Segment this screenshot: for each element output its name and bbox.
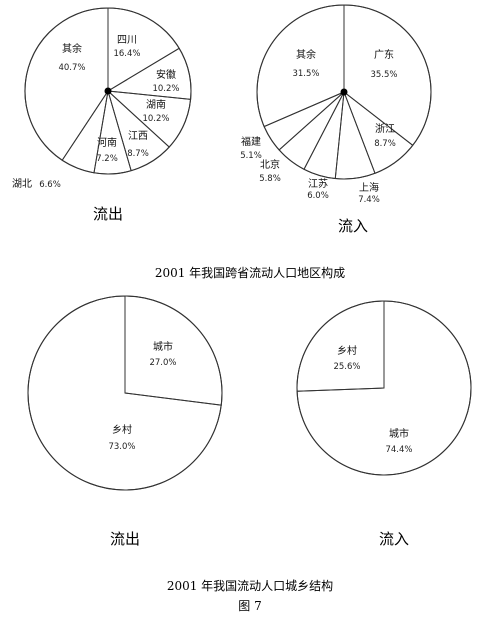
pie-title: 流出 <box>93 205 123 223</box>
pie-title: 流入 <box>379 530 409 548</box>
slice-label: 湖南 <box>146 98 166 111</box>
pie-title: 流入 <box>338 217 368 235</box>
slice-label: 福建 <box>241 135 261 148</box>
slice-value: 40.7% <box>58 63 85 73</box>
slice-value: 16.4% <box>113 49 140 59</box>
slice-label: 北京 <box>260 158 280 171</box>
slice-value: 8.7% <box>374 139 396 149</box>
pie-slice-0 <box>343 4 432 147</box>
pie-slice-6 <box>24 7 109 161</box>
slice-label: 其余 <box>296 48 316 61</box>
slice-value: 25.6% <box>333 362 360 372</box>
pie-slice-0 <box>124 295 223 406</box>
slice-label: 乡村 <box>112 423 132 436</box>
slice-value: 27.0% <box>149 358 176 368</box>
pie-slice-1 <box>296 300 472 476</box>
pie-slice-0 <box>107 7 180 92</box>
pie-title: 流出 <box>110 530 140 548</box>
pie-slice-0 <box>296 300 385 392</box>
slice-label: 其余 <box>62 42 82 55</box>
slice-value: 31.5% <box>292 69 319 79</box>
slice-label: 广东 <box>374 48 394 61</box>
slice-value: 8.7% <box>127 149 149 159</box>
slice-value: 10.2% <box>142 114 169 124</box>
caption-region: 2001 年我国跨省流动人口地区构成 <box>155 265 345 280</box>
slice-label: 江苏 <box>308 177 328 190</box>
slice-label: 上海 <box>359 181 379 194</box>
slice-value: 6.6% <box>39 180 61 190</box>
slice-label: 乡村 <box>337 344 357 357</box>
slice-value: 74.4% <box>385 445 412 455</box>
slice-value: 35.5% <box>370 70 397 80</box>
slice-value: 6.0% <box>307 191 329 201</box>
slice-label: 浙江 <box>375 123 395 135</box>
pie-region-outflow: 四川 16.4% 安徽 10.2% 湖南 10.2% 江西 8.7% 河南 7.2% 湖北 6.6% 其… <box>12 7 192 223</box>
slice-label: 安徽 <box>156 68 176 81</box>
caption-figure-number: 图 7 <box>238 599 261 613</box>
slice-label: 湖北 <box>12 178 32 190</box>
slice-value: 7.2% <box>96 154 118 164</box>
slice-value: 10.2% <box>152 84 179 94</box>
pie-center-dot <box>104 87 112 95</box>
pie-slice-1 <box>27 295 222 491</box>
slice-value: 5.8% <box>259 174 281 184</box>
pie-urban-rural-inflow: 乡村 25.6% 城市 74.4% 流入 <box>296 300 472 548</box>
pie-slice-6 <box>256 4 345 128</box>
slice-label: 四川 <box>117 35 137 46</box>
slice-value: 73.0% <box>108 442 135 452</box>
slice-value: 5.1% <box>240 151 262 161</box>
slice-label: 城市 <box>389 427 409 440</box>
pie-center-dot <box>340 88 348 96</box>
slice-label: 江西 <box>128 130 148 142</box>
pie-region-inflow: 广东 35.5% 浙江 8.7% 上海7.4% 江苏6.0% 北京 5.8% 福建 5.1% 其余 3… <box>240 4 432 235</box>
slice-label: 河南 <box>97 136 117 149</box>
caption-urban-rural: 2001 年我国流动人口城乡结构 <box>167 578 333 593</box>
pie-urban-rural-outflow: 城市 27.0% 乡村 73.0% 流出 <box>27 295 223 548</box>
slice-label: 城市 <box>153 340 173 353</box>
slice-value: 7.4% <box>358 195 380 205</box>
